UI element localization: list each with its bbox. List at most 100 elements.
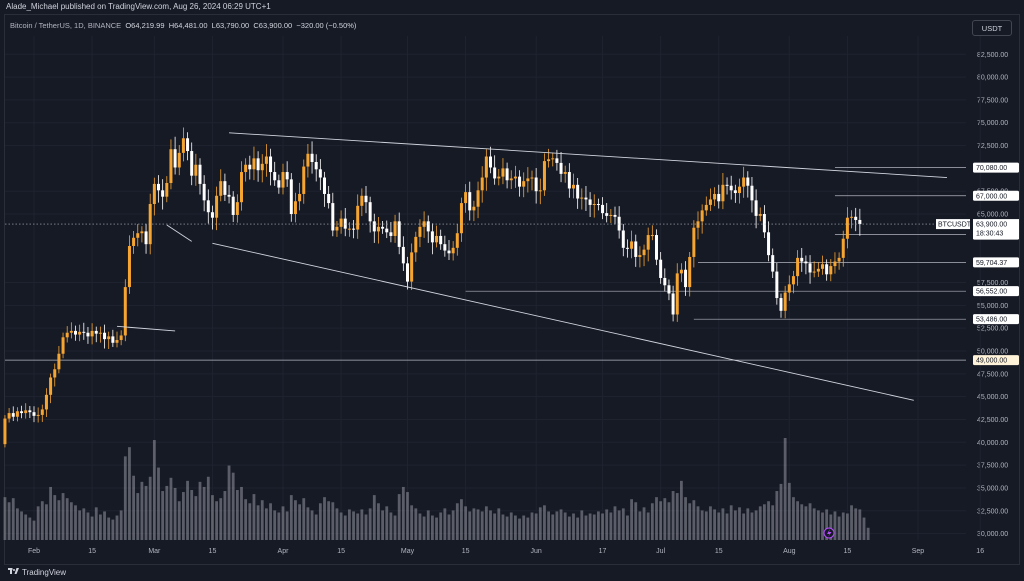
candle-body — [829, 266, 833, 275]
candle-body — [372, 221, 376, 232]
candle-body — [696, 221, 700, 228]
volume-bar — [763, 504, 766, 540]
volume-bar — [825, 509, 829, 540]
y-tick-label: 65,000.00 — [977, 212, 1008, 219]
candle-body — [451, 247, 455, 254]
candle-body — [663, 277, 667, 286]
volume-bar — [3, 497, 7, 540]
candle-body — [364, 195, 368, 203]
candle-body — [169, 149, 173, 183]
candle-body — [401, 246, 405, 264]
volume-bar — [40, 501, 44, 540]
candle-body — [140, 231, 144, 234]
volume-bar — [136, 493, 140, 540]
candle-body — [455, 233, 459, 248]
volume-bar — [123, 456, 127, 540]
volume-bar — [426, 510, 430, 540]
volume-bar — [368, 508, 372, 540]
volume-bar — [588, 513, 592, 540]
volume-bar — [148, 476, 152, 540]
candle-body — [65, 332, 69, 338]
volume-bar — [526, 517, 530, 540]
volume-bar — [617, 510, 621, 540]
candle-body — [530, 177, 534, 179]
candle-body — [111, 336, 115, 343]
volume-bar — [638, 511, 642, 540]
volume-bar — [738, 507, 741, 540]
lightning-bolt-icon — [827, 529, 832, 537]
candle-body — [61, 337, 65, 354]
countdown-label: 18:30:43 — [976, 231, 1003, 238]
candle-body — [69, 330, 73, 333]
candle-body — [816, 268, 820, 272]
volume-bar — [339, 512, 343, 540]
y-tick-label: 80,000.00 — [977, 75, 1008, 82]
volume-bar — [265, 508, 268, 540]
volume-bar — [431, 515, 434, 540]
candle-body — [725, 184, 729, 186]
volume-bar — [725, 513, 729, 540]
candle-body — [497, 176, 501, 179]
volume-bar — [489, 510, 492, 540]
volume-bar — [335, 508, 339, 540]
x-tick-label: Sep — [912, 548, 925, 555]
candle-body — [733, 190, 737, 194]
x-tick-label: Jun — [531, 548, 542, 555]
volume-bar — [439, 512, 443, 540]
candle-body — [555, 158, 559, 163]
candle-body — [381, 226, 385, 229]
current-price-badge — [973, 219, 1019, 240]
candle-body — [406, 263, 409, 282]
candle-body — [522, 181, 526, 187]
volume-bar — [298, 504, 301, 540]
volume-bar — [36, 506, 40, 540]
candle-body — [613, 214, 617, 217]
volume-bar — [460, 499, 463, 540]
candle-body — [729, 185, 733, 191]
volume-bar — [501, 514, 505, 540]
x-tick-label: May — [401, 548, 415, 555]
candle-body — [256, 158, 260, 171]
candle-body — [302, 166, 306, 194]
volume-bar — [538, 507, 542, 540]
candle-body — [480, 177, 484, 191]
candle-body — [646, 235, 650, 250]
volume-bar — [318, 503, 322, 540]
candle-body — [376, 226, 380, 232]
y-tick-label: 42,500.00 — [977, 417, 1008, 424]
candle-body — [671, 293, 675, 315]
candle-body — [821, 264, 824, 269]
volume-bar — [103, 511, 106, 540]
trendline — [166, 224, 192, 242]
candle-body — [758, 214, 762, 216]
x-tick-label: 15 — [209, 548, 217, 555]
x-tick-label: Apr — [278, 548, 290, 555]
y-tick-label: 40,000.00 — [977, 440, 1008, 447]
y-tick-label: 32,500.00 — [977, 508, 1008, 515]
volume-bar — [69, 502, 73, 540]
y-tick-label: 37,500.00 — [977, 463, 1008, 470]
currency-button[interactable]: USDT — [972, 20, 1012, 36]
volume-bar — [688, 503, 692, 540]
y-tick-label: 35,000.00 — [977, 485, 1008, 492]
volume-bar — [522, 515, 526, 540]
volume-bar — [248, 503, 252, 540]
candle-body — [360, 195, 364, 206]
candle-body — [269, 156, 273, 173]
candle-body — [393, 221, 397, 236]
volume-bar — [667, 502, 671, 540]
candle-body — [36, 414, 40, 416]
candle-body — [717, 193, 721, 202]
volume-bar — [846, 513, 849, 540]
candle-body — [190, 151, 194, 176]
candle-body — [542, 161, 546, 191]
footer-brand: TradingView — [22, 568, 67, 577]
volume-bar — [194, 496, 198, 540]
volume-bar — [327, 501, 331, 540]
legend-high: H64,481.00 — [168, 21, 208, 30]
candle-body — [609, 214, 613, 216]
candle-body — [634, 241, 638, 257]
volume-bar — [381, 510, 384, 540]
candle-body — [57, 353, 61, 370]
